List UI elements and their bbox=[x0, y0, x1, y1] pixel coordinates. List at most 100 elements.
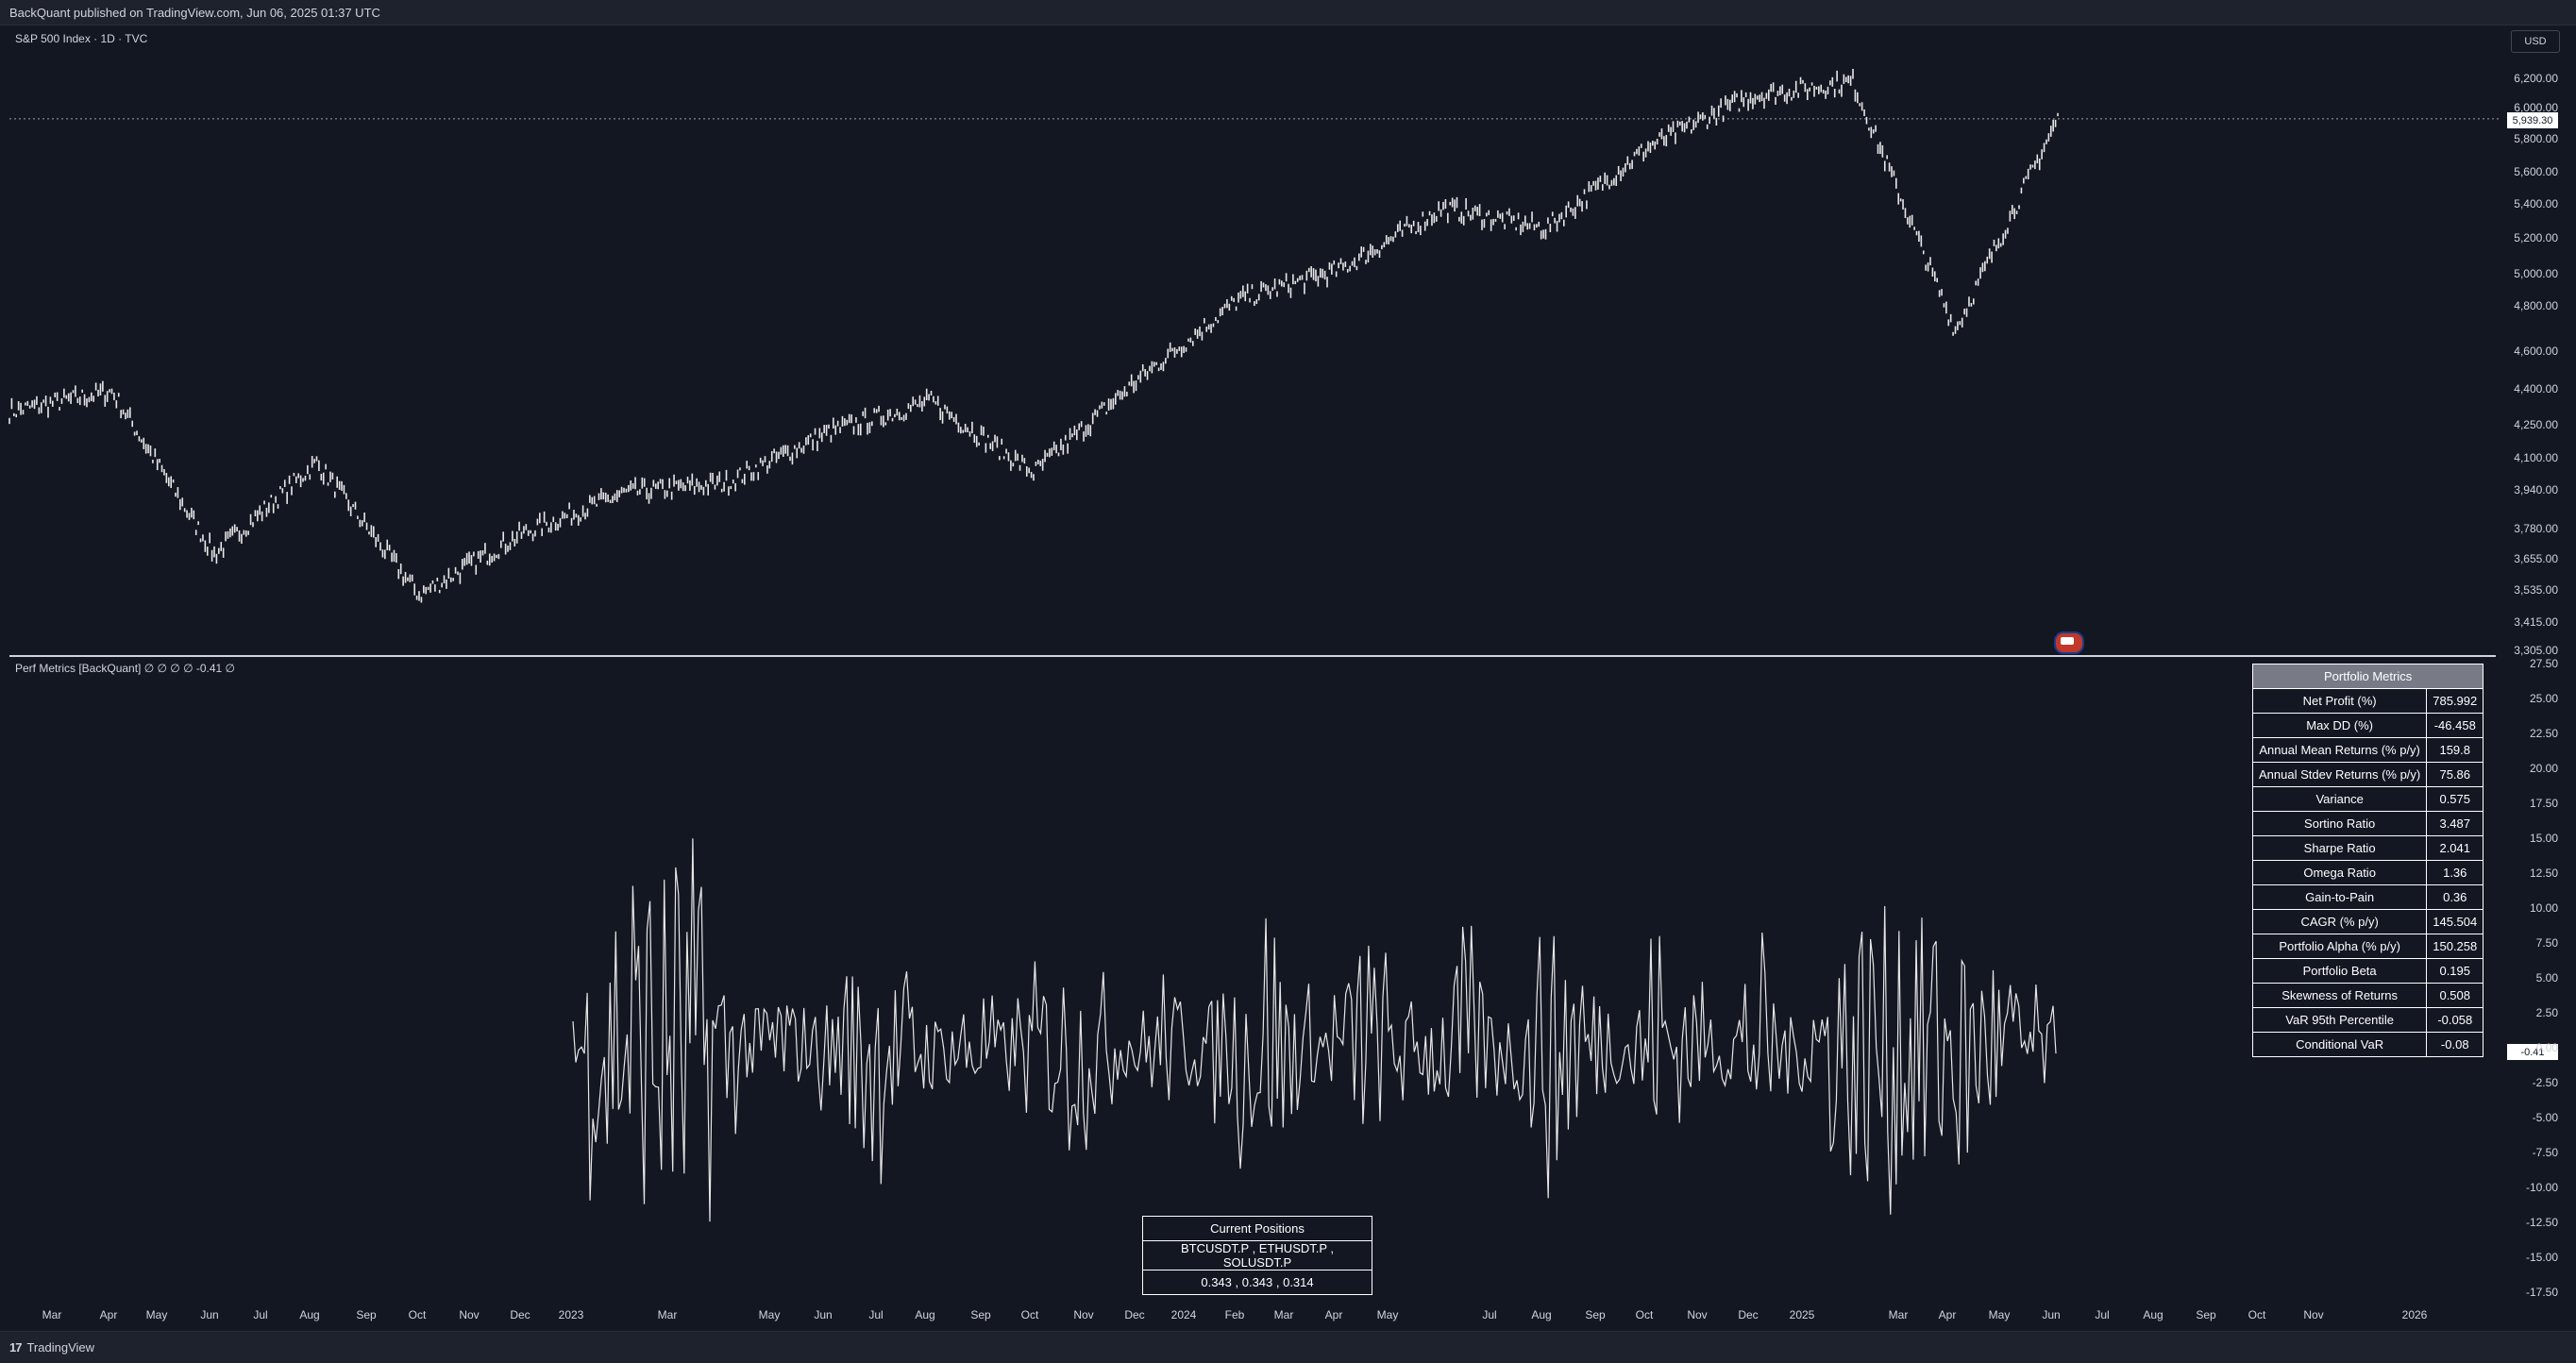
metric-value: 785.992 bbox=[2426, 688, 2484, 714]
currency-button[interactable]: USD bbox=[2511, 30, 2560, 53]
price-chart[interactable] bbox=[0, 28, 2576, 655]
time-tick: Mar bbox=[42, 1308, 62, 1321]
time-tick: Aug bbox=[915, 1308, 935, 1321]
time-tick: Aug bbox=[1531, 1308, 1552, 1321]
top-bar: BackQuant published on TradingView.com, … bbox=[0, 0, 2576, 25]
tradingview-logo[interactable]: 17 TradingView bbox=[9, 1340, 94, 1355]
time-tick: Mar bbox=[1273, 1308, 1294, 1321]
metric-name: Portfolio Beta bbox=[2251, 958, 2428, 984]
portfolio-metrics-table: Portfolio Metrics Net Profit (%) 785.992 M… bbox=[2251, 664, 2484, 1057]
returns-series bbox=[572, 838, 2057, 1222]
metrics-row: Gain-to-Pain 0.36 bbox=[2251, 884, 2484, 910]
time-tick: Sep bbox=[356, 1308, 377, 1321]
time-tick: Feb bbox=[1224, 1308, 1245, 1321]
metric-value: -46.458 bbox=[2426, 713, 2484, 738]
time-tick: Dec bbox=[510, 1308, 530, 1321]
indicator-chart[interactable] bbox=[0, 661, 2576, 1321]
metric-value: 2.041 bbox=[2426, 835, 2484, 861]
time-tick: 2023 bbox=[558, 1308, 584, 1321]
price-tick: 4,250.00 bbox=[2514, 418, 2558, 431]
metric-name: VaR 95th Percentile bbox=[2251, 1007, 2428, 1033]
price-tick: 3,780.00 bbox=[2514, 522, 2558, 535]
price-tick: 4,600.00 bbox=[2514, 345, 2558, 358]
time-tick: Dec bbox=[1738, 1308, 1759, 1321]
metric-name: Net Profit (%) bbox=[2251, 688, 2428, 714]
indicator-tick: 12.50 bbox=[2529, 867, 2558, 880]
indicator-tick: 15.00 bbox=[2529, 832, 2558, 845]
time-tick: Nov bbox=[1687, 1308, 1708, 1321]
time-tick: May bbox=[1376, 1308, 1399, 1321]
metric-value: -0.08 bbox=[2426, 1032, 2484, 1057]
indicator-tick: 25.00 bbox=[2529, 692, 2558, 705]
time-tick: Sep bbox=[2196, 1308, 2216, 1321]
indicator-tick: 7.50 bbox=[2535, 936, 2558, 950]
time-tick: 2025 bbox=[1789, 1308, 1815, 1321]
time-tick: Sep bbox=[970, 1308, 991, 1321]
metric-value: 159.8 bbox=[2426, 737, 2484, 763]
time-tick: Nov bbox=[2303, 1308, 2324, 1321]
time-tick: Nov bbox=[1073, 1308, 1094, 1321]
time-tick: Jul bbox=[1482, 1308, 1497, 1321]
time-tick: Mar bbox=[657, 1308, 678, 1321]
indicator-tick: -15.00 bbox=[2525, 1251, 2558, 1264]
metric-value: 3.487 bbox=[2426, 811, 2484, 836]
indicator-tick: 5.00 bbox=[2535, 971, 2558, 984]
indicator-tick: -5.00 bbox=[2532, 1111, 2558, 1124]
price-tick: 5,600.00 bbox=[2514, 165, 2558, 178]
price-tick: 3,535.00 bbox=[2514, 583, 2558, 597]
price-tick: 6,000.00 bbox=[2514, 101, 2558, 114]
indicator-tick: -17.50 bbox=[2525, 1286, 2558, 1299]
indicator-title[interactable]: Perf Metrics [BackQuant] ∅ ∅ ∅ ∅ -0.41 ∅ bbox=[15, 662, 235, 675]
metrics-row: Sharpe Ratio 2.041 bbox=[2251, 835, 2484, 861]
time-tick: Aug bbox=[2143, 1308, 2164, 1321]
time-tick: Mar bbox=[1888, 1308, 1909, 1321]
indicator-tick: 2.50 bbox=[2535, 1006, 2558, 1019]
metric-value: -0.058 bbox=[2426, 1007, 2484, 1033]
time-tick: Jul bbox=[2095, 1308, 2110, 1321]
symbol-title[interactable]: S&P 500 Index · 1D · TVC bbox=[15, 32, 148, 45]
tradingview-logo-icon: 17 bbox=[9, 1340, 23, 1355]
indicator-tick: -12.50 bbox=[2525, 1216, 2558, 1229]
indicator-tick: 17.50 bbox=[2529, 797, 2558, 810]
price-series bbox=[8, 69, 2059, 603]
metrics-row: Sortino Ratio 3.487 bbox=[2251, 811, 2484, 836]
price-tick: 3,655.00 bbox=[2514, 552, 2558, 565]
indicator-last-value-label: -0.41 bbox=[2507, 1044, 2558, 1060]
current-positions-table: Current Positions BTCUSDT.P , ETHUSDT.P … bbox=[1142, 1216, 1372, 1295]
indicator-tick: 20.00 bbox=[2529, 762, 2558, 775]
time-tick: Jun bbox=[814, 1308, 833, 1321]
metric-value: 75.86 bbox=[2426, 762, 2484, 787]
metrics-row: Conditional VaR -0.08 bbox=[2251, 1032, 2484, 1057]
time-tick: Apr bbox=[1938, 1308, 1957, 1321]
indicator-tick: -2.50 bbox=[2532, 1076, 2558, 1089]
metric-name: Skewness of Returns bbox=[2251, 983, 2428, 1008]
metric-name: Annual Mean Returns (% p/y) bbox=[2251, 737, 2428, 763]
time-tick: May bbox=[758, 1308, 781, 1321]
price-tick: 4,400.00 bbox=[2514, 382, 2558, 395]
us-flag-event-icon[interactable] bbox=[2054, 631, 2084, 654]
price-tick: 4,800.00 bbox=[2514, 299, 2558, 312]
time-tick: 2024 bbox=[1170, 1308, 1197, 1321]
metrics-row: Max DD (%) -46.458 bbox=[2251, 713, 2484, 738]
metric-value: 145.504 bbox=[2426, 909, 2484, 934]
metric-name: Sharpe Ratio bbox=[2251, 835, 2428, 861]
indicator-tick: 10.00 bbox=[2529, 901, 2558, 915]
time-tick: Dec bbox=[1124, 1308, 1145, 1321]
pane-divider[interactable] bbox=[9, 655, 2496, 657]
bottom-bar: 17 TradingView bbox=[0, 1331, 2576, 1363]
price-tick: 3,305.00 bbox=[2514, 644, 2558, 657]
metrics-row: Skewness of Returns 0.508 bbox=[2251, 983, 2484, 1008]
metric-name: Conditional VaR bbox=[2251, 1032, 2428, 1057]
indicator-tick: 22.50 bbox=[2529, 727, 2558, 740]
indicator-tick: -7.50 bbox=[2532, 1146, 2558, 1159]
time-tick: Oct bbox=[1635, 1308, 1654, 1321]
price-tick: 3,415.00 bbox=[2514, 615, 2558, 629]
time-tick: Oct bbox=[408, 1308, 427, 1321]
time-tick: 2026 bbox=[2401, 1308, 2428, 1321]
metric-value: 1.36 bbox=[2426, 860, 2484, 885]
metrics-row: VaR 95th Percentile -0.058 bbox=[2251, 1007, 2484, 1033]
metrics-row: Portfolio Alpha (% p/y) 150.258 bbox=[2251, 934, 2484, 959]
price-tick: 5,200.00 bbox=[2514, 231, 2558, 244]
brand-label: TradingView bbox=[26, 1340, 95, 1355]
time-tick: Oct bbox=[1020, 1308, 1039, 1321]
